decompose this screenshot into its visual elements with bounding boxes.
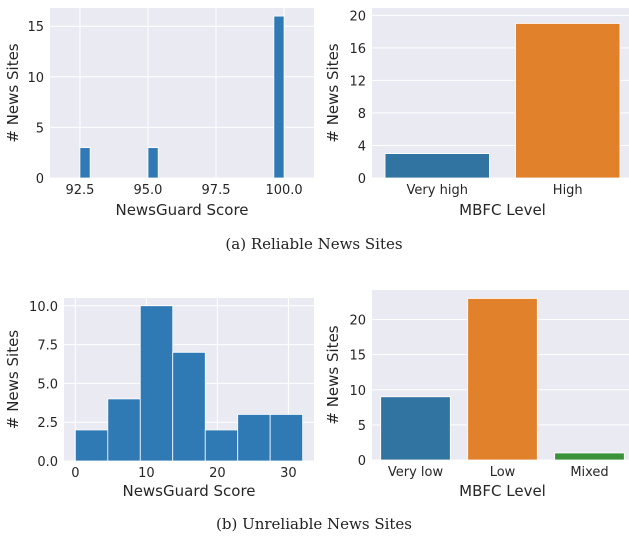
y-tick-label: 0 bbox=[358, 454, 366, 469]
x-category-label: Very high bbox=[407, 183, 468, 198]
y-tick-label: 12 bbox=[349, 74, 366, 89]
histogram-bin-5 bbox=[237, 414, 271, 462]
caption-reliable: (a) Reliable News Sites bbox=[225, 235, 402, 253]
x-tick-label: 0 bbox=[71, 466, 79, 481]
chart-unreliable-newsguard-histogram: 0.0 2.5 5.0 7.5 10.0 0 10 20 30 NewsGuard Score # … bbox=[4, 298, 314, 500]
y-tick-label: 15 bbox=[27, 20, 44, 35]
y-tick-label: 20 bbox=[349, 9, 366, 24]
y-axis-label: # News Sites bbox=[4, 43, 22, 142]
y-axis-label: # News Sites bbox=[324, 43, 342, 142]
y-axis-label: # News Sites bbox=[324, 325, 342, 424]
bar-very-low bbox=[380, 396, 451, 461]
y-tick-label: 2.5 bbox=[37, 416, 58, 431]
histogram-bin-0 bbox=[79, 147, 91, 179]
y-tick-label: 0 bbox=[36, 172, 44, 187]
y-tick-label: 0.0 bbox=[37, 455, 58, 470]
y-tick-label: 10 bbox=[349, 384, 366, 399]
x-axis-label: MBFC Level bbox=[459, 201, 546, 219]
y-axis-label: # News Sites bbox=[4, 330, 22, 429]
histogram-bin-2 bbox=[139, 305, 174, 462]
histogram-bin-1 bbox=[107, 398, 141, 462]
x-category-label: Very low bbox=[388, 465, 444, 480]
x-tick-label: 95.0 bbox=[134, 183, 163, 198]
x-tick-label: 10 bbox=[138, 466, 155, 481]
bar-mixed bbox=[554, 452, 625, 461]
chart-reliable-newsguard-histogram: 0 5 10 15 92.5 95.0 97.5 100.0 NewsGuard Score # … bbox=[4, 8, 314, 219]
plot-area bbox=[50, 8, 314, 178]
chart-reliable-mbfc-bar: 0 4 8 12 16 20 Very high High MBFC Level # News S… bbox=[324, 8, 629, 219]
histogram-bin-4 bbox=[204, 429, 239, 462]
y-tick-label: 5.0 bbox=[37, 377, 58, 392]
bar-low bbox=[467, 298, 538, 461]
x-category-label: High bbox=[553, 183, 583, 198]
y-tick-label: 7.5 bbox=[37, 339, 58, 354]
y-tick-label: 5 bbox=[358, 419, 366, 434]
chart-unreliable-mbfc-bar: 0 5 10 15 20 Very low Low Mixed MBFC Level # News… bbox=[324, 290, 629, 500]
y-tick-label: 10.0 bbox=[29, 300, 58, 315]
y-tick-label: 4 bbox=[358, 139, 366, 154]
histogram-bin-0 bbox=[74, 429, 109, 462]
x-tick-label: 20 bbox=[209, 466, 226, 481]
x-axis-label: MBFC Level bbox=[459, 482, 546, 500]
bar-high bbox=[515, 23, 621, 179]
x-tick-label: 30 bbox=[280, 466, 297, 481]
x-category-label: Mixed bbox=[570, 465, 608, 480]
x-axis-label: NewsGuard Score bbox=[115, 201, 248, 219]
x-tick-label: 92.5 bbox=[65, 183, 94, 198]
y-tick-label: 15 bbox=[349, 349, 366, 364]
y-tick-label: 10 bbox=[27, 71, 44, 86]
bar-very-high bbox=[384, 153, 490, 179]
y-tick-label: 8 bbox=[358, 107, 366, 122]
histogram-bin-1 bbox=[147, 147, 159, 179]
y-tick-label: 16 bbox=[349, 42, 366, 57]
y-tick-label: 5 bbox=[36, 121, 44, 136]
histogram-bin-3 bbox=[172, 351, 206, 462]
x-tick-label: 97.5 bbox=[202, 183, 231, 198]
y-tick-label: 0 bbox=[358, 172, 366, 187]
caption-unreliable: (b) Unreliable News Sites bbox=[216, 515, 412, 533]
x-category-label: Low bbox=[490, 465, 516, 480]
y-tick-label: 20 bbox=[349, 314, 366, 329]
x-axis-label: NewsGuard Score bbox=[122, 482, 255, 500]
histogram-bin-6 bbox=[269, 414, 304, 462]
x-tick-label: 100.0 bbox=[265, 183, 302, 198]
histogram-bin-2 bbox=[273, 15, 285, 179]
